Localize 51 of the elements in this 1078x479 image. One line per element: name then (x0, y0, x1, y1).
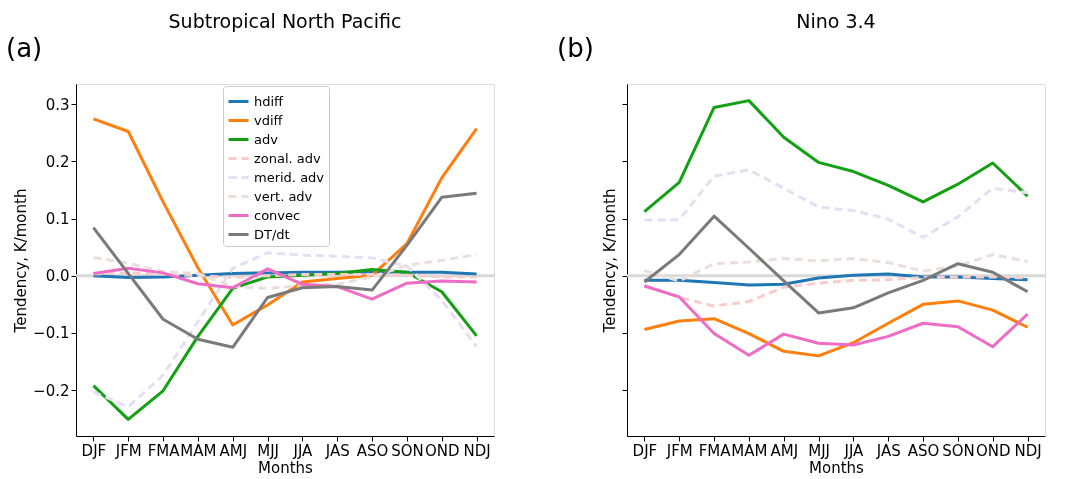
x-tick-label: ASO (907, 441, 940, 460)
line-series (91, 251, 479, 409)
x-tick-label: MJJ (257, 441, 279, 460)
x-tick-label: NDJ (463, 441, 491, 460)
y-axis-title: Tendency, K/month (12, 188, 31, 334)
x-axis-title: Months (258, 458, 314, 477)
x-tick-label: NDJ (1014, 441, 1042, 460)
y-tick-label: 0.3 (45, 95, 70, 114)
x-tick-label: SON (391, 441, 424, 460)
x-tick-label: JFM (665, 441, 693, 460)
y-tick-label: 0.0 (45, 267, 70, 286)
x-tick-label: OND (975, 441, 1011, 460)
x-tick-label: AMJ (219, 441, 248, 460)
legend-label: merid. adv (254, 169, 325, 185)
x-tick-label: MAM (731, 441, 768, 460)
legend-label: convec (254, 207, 301, 223)
x-axis-title: Months (809, 458, 865, 477)
x-tick-label: SON (942, 441, 975, 460)
y-tick-label: −0.1 (33, 324, 70, 343)
y-axis-title: Tendency, K/month (601, 188, 619, 334)
x-tick-label: MJJ (808, 441, 830, 460)
x-tick-label: AMJ (770, 441, 799, 460)
x-tick-label: DJF (632, 441, 658, 460)
text: (a) (6, 33, 43, 63)
x-tick-label: DJF (81, 441, 107, 460)
x-tick-label: JJA (843, 441, 865, 460)
legend-label: vdiff (254, 112, 284, 128)
legend-label: zonal. adv (254, 150, 322, 166)
x-tick-label: MAM (180, 441, 217, 460)
x-tick-label: JJA (292, 441, 314, 460)
line-series (91, 117, 479, 327)
x-tick-label: OND (424, 441, 460, 460)
y-tick-label: −0.2 (33, 381, 70, 400)
x-tick-label: JFM (114, 441, 142, 460)
x-tick-label: JAS (324, 441, 350, 460)
x-tick-label: FMA (147, 441, 181, 460)
x-tick-label: ASO (356, 441, 389, 460)
chart-title: Subtropical North Pacific (168, 10, 402, 32)
x-tick-label: JAS (875, 441, 901, 460)
legend-label: hdiff (254, 93, 285, 109)
chart-title: Nino 3.4 (796, 10, 876, 32)
legend-label: adv (254, 131, 279, 147)
line-series (91, 253, 479, 290)
text: (b) (557, 33, 594, 63)
x-tick-label: FMA (698, 441, 732, 460)
line-series (91, 191, 479, 349)
y-tick-label: 0.2 (45, 152, 70, 171)
line-series (91, 266, 479, 301)
legend-label: DT/dt (254, 226, 290, 242)
y-tick-label: 0.1 (45, 210, 70, 228)
legend-label: vert. adv (254, 188, 313, 204)
